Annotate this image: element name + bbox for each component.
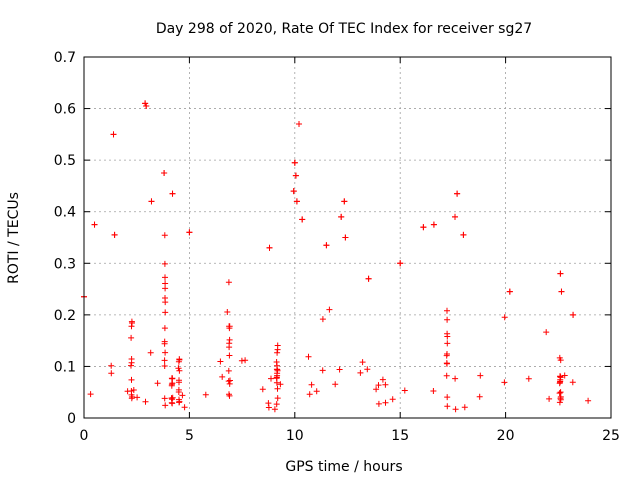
y-tick-label: 0.2 [54, 308, 76, 324]
y-tick-label: 0 [67, 411, 76, 427]
data-point-outlier [293, 198, 300, 205]
data-point-outlier [460, 231, 467, 238]
x-tick-label: 0 [80, 428, 89, 444]
data-point-outlier [452, 213, 459, 220]
data-point-outlier [142, 100, 149, 107]
data-point-outlier [557, 270, 564, 277]
x-tick-label: 5 [185, 428, 194, 444]
y-axis: 0 0.1 0.2 0.3 0.4 0.5 0.6 0.7 [54, 50, 611, 427]
data-point-outlier [266, 244, 273, 251]
data-point-outlier [296, 121, 303, 128]
data-point-outlier [111, 231, 118, 238]
y-tick-label: 0.3 [54, 256, 76, 272]
data-point-outlier [397, 260, 404, 267]
data-point-outlier [430, 221, 437, 228]
data-point-outlier [454, 190, 461, 197]
y-tick-label: 0.1 [54, 359, 76, 375]
y-tick-label: 0.5 [54, 153, 76, 169]
plot-frame [83, 56, 612, 419]
data-point-outlier [323, 242, 330, 249]
data-point-outlier [338, 213, 345, 220]
data-point-outlier [91, 221, 98, 228]
x-axis-label: GPS time / hours [285, 459, 402, 475]
data-point-outlier [299, 216, 306, 223]
data-point-outlier [110, 131, 117, 138]
x-axis: 0 5 10 15 20 25 [80, 57, 620, 444]
data-point-outlier [186, 229, 193, 236]
data-point-outlier [169, 190, 176, 197]
x-tick-label: 20 [497, 428, 515, 444]
data-point-outlier [341, 198, 348, 205]
data-points [81, 100, 592, 413]
data-point-outlier [161, 170, 168, 177]
data-point-outlier [558, 288, 565, 295]
data-point-outlier [292, 172, 299, 179]
y-tick-label: 0.4 [54, 205, 76, 221]
data-point-outlier [291, 159, 298, 166]
data-point-outlier [290, 188, 297, 195]
roti-data-series [81, 100, 592, 413]
x-tick-label: 25 [602, 428, 620, 444]
grid-lines [84, 57, 611, 418]
data-point-outlier [570, 311, 577, 318]
x-tick-label: 15 [391, 428, 409, 444]
data-point-outlier [506, 288, 513, 295]
data-point-outlier [342, 234, 349, 241]
chart-title: Day 298 of 2020, Rate Of TEC Index for r… [156, 21, 532, 37]
data-point-outlier [148, 198, 155, 205]
data-point-outlier [143, 102, 150, 109]
data-point-outlier [420, 224, 427, 231]
y-tick-label: 0.6 [54, 102, 76, 118]
y-tick-label: 0.7 [54, 50, 76, 66]
y-axis-label: ROTI / TECUs [6, 192, 22, 284]
data-point-outlier [365, 275, 372, 282]
x-tick-label: 10 [286, 428, 304, 444]
